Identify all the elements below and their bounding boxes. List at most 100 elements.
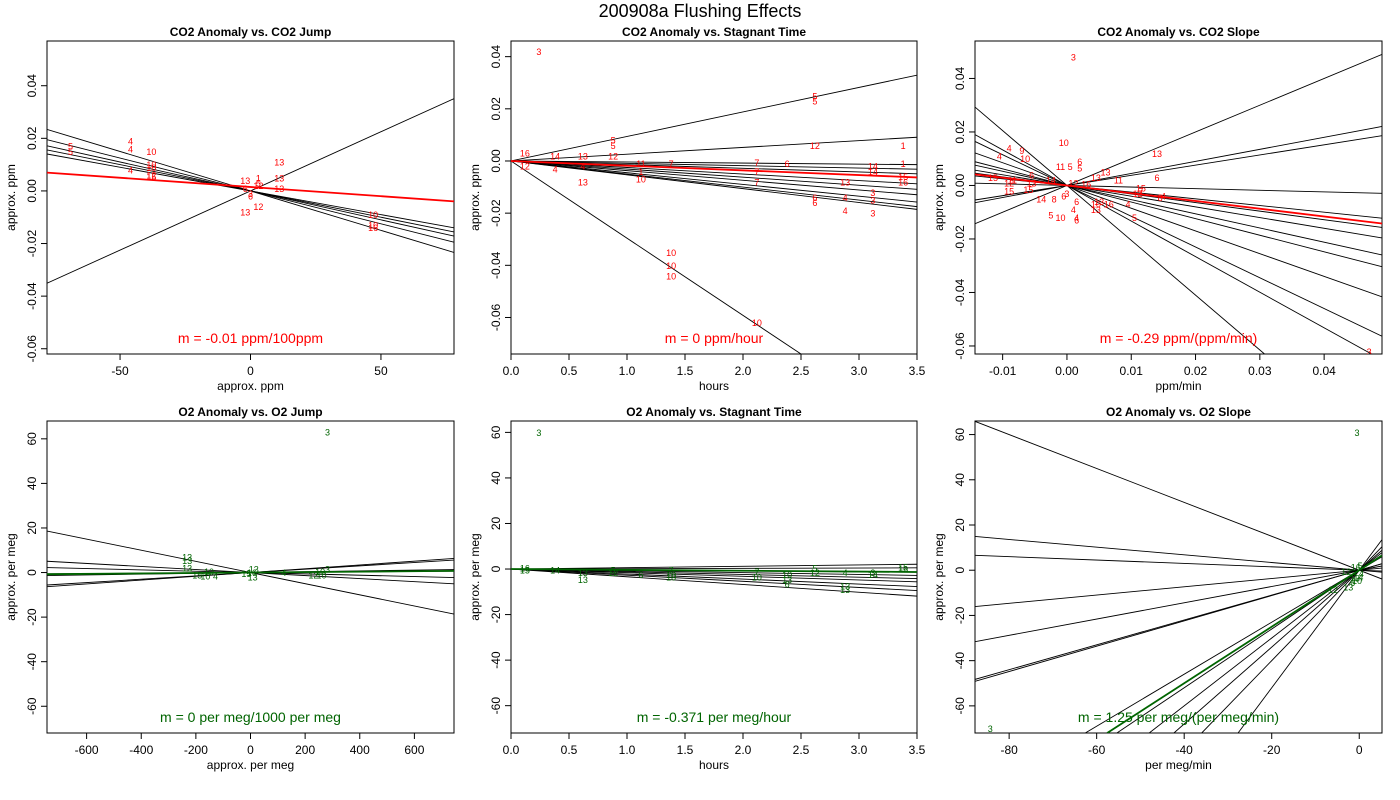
x-tick-label: 0.03 [1248, 364, 1272, 378]
data-point-label: 3 [325, 428, 330, 438]
flush-fit-line [1201, 546, 1382, 733]
data-point-label: 1 [901, 159, 906, 169]
data-point-label: 10 [1059, 138, 1069, 148]
data-point-label: 12 [146, 171, 156, 181]
data-point-label: 3 [988, 724, 993, 734]
y-tick-label: -0.04 [953, 278, 967, 306]
data-point-label: 13 [274, 184, 284, 194]
data-point-label: 13 [578, 177, 588, 187]
data-point-label: 10 [666, 271, 676, 281]
x-tick-label: 3.0 [851, 364, 868, 378]
y-tick-label: -60 [489, 697, 503, 715]
x-axis-label: ppm/min [1155, 379, 1201, 393]
y-tick-label: 0.04 [953, 66, 967, 90]
flush-fit-line [511, 160, 917, 190]
data-point-label: 4 [1007, 144, 1012, 154]
flush-fit-line [975, 421, 1382, 580]
data-point-label: 14 [868, 167, 878, 177]
y-tick-label: 0.00 [25, 179, 39, 203]
data-point-label: 7 [669, 566, 674, 576]
data-point-label: 12 [520, 162, 530, 172]
plot-frame [974, 40, 1383, 355]
flush-fit-line [511, 568, 917, 580]
x-tick-label: -600 [75, 743, 99, 757]
data-point-label: 6 [1029, 170, 1034, 180]
y-tick-label: 60 [25, 432, 39, 446]
flush-fit-line [975, 565, 1382, 643]
data-point-label: 3 [1355, 428, 1360, 438]
data-point-label: 5 [1132, 213, 1137, 223]
data-point-label: 4 [281, 568, 286, 578]
flush-fit-line [511, 568, 917, 583]
overall-fit-line [47, 569, 454, 576]
panel-o2-slope: O2 Anomaly vs. O2 Slope -80 -60 -40 -20 0 -60 -… [932, 405, 1383, 772]
data-point-label: 14 [550, 566, 560, 576]
x-tick-label: -50 [111, 364, 129, 378]
data-point-label: 10 [200, 571, 210, 581]
y-tick-label: -0.04 [489, 251, 503, 279]
x-tick-label: -40 [1176, 743, 1194, 757]
y-tick-label: -40 [489, 651, 503, 669]
flush-fit-line [511, 160, 917, 196]
data-point-label: 12 [253, 181, 263, 191]
data-point-label: 10 [1056, 213, 1066, 223]
flush-fit-line [511, 160, 917, 166]
data-point-label: 6 [1350, 578, 1355, 588]
data-point-label: 6 [1074, 216, 1079, 226]
data-point-label: 11 [1114, 176, 1123, 186]
panel-title: CO2 Anomaly vs. Stagnant Time [622, 25, 806, 39]
data-point-label: 16 [1104, 200, 1114, 210]
data-point-label: 4 [580, 162, 585, 172]
data-point-label: 10 [666, 570, 676, 580]
data-point-label: 13 [1101, 168, 1111, 178]
flush-fit-line [975, 182, 1382, 194]
data-point-label: 10 [146, 147, 156, 157]
y-tick-label: 40 [489, 471, 503, 485]
flush-fit-line [511, 160, 917, 170]
y-axis-label: approx. per meg [468, 533, 482, 620]
data-point-label: 16 [368, 223, 378, 233]
x-tick-label: 3.0 [851, 743, 868, 757]
data-point-label: 13 [240, 176, 250, 186]
data-point-label: 7 [754, 158, 759, 168]
data-point-label: 3 [325, 565, 330, 575]
data-point-label: 15 [1136, 184, 1146, 194]
data-point-label: 14 [868, 570, 878, 580]
data-point-label: 5 [68, 147, 73, 157]
panel-co2-jump: CO2 Anomaly vs. CO2 Jump -50 0 50 -0.06 -0.04… [4, 25, 455, 393]
data-point-label: 4 [1126, 200, 1131, 210]
data-point-label: 4 [213, 571, 218, 581]
y-tick-label: 40 [953, 473, 967, 487]
data-point-label: 5 [1068, 162, 1073, 172]
x-tick-label: -20 [1263, 743, 1281, 757]
flush-fit-line [975, 53, 1382, 225]
panel-title: CO2 Anomaly vs. CO2 Jump [170, 25, 332, 39]
x-tick-label: -60 [1088, 743, 1106, 757]
data-point-label: 15 [898, 562, 908, 572]
data-point-label: 16 [247, 568, 257, 578]
x-tick-label: 200 [295, 743, 315, 757]
data-point-label: 15 [988, 173, 998, 183]
data-point-label: 10 [666, 248, 676, 258]
y-tick-label: -60 [25, 697, 39, 715]
data-point-label: 10 [1020, 154, 1030, 164]
data-point-label: 13 [1094, 197, 1104, 207]
data-point-label: 3 [870, 568, 875, 578]
x-tick-label: 2.0 [735, 743, 752, 757]
slope-annotation: m = -0.29 ppm/(ppm/min) [1100, 330, 1258, 346]
data-point-label: 13 [274, 157, 284, 167]
overall-fit-line [511, 160, 917, 179]
data-point-label: 16 [898, 565, 908, 575]
data-point-label: 13 [248, 573, 258, 583]
x-tick-label: 0 [247, 743, 254, 757]
data-point-label: 6 [1077, 157, 1082, 167]
data-point-label: 10 [146, 160, 156, 170]
data-point-label: 6 [243, 184, 248, 194]
data-point-label: 14 [868, 162, 878, 172]
data-point-label: 4 [843, 206, 848, 216]
data-point-label: 12 [1004, 178, 1014, 188]
flush-fit-line [47, 153, 454, 229]
